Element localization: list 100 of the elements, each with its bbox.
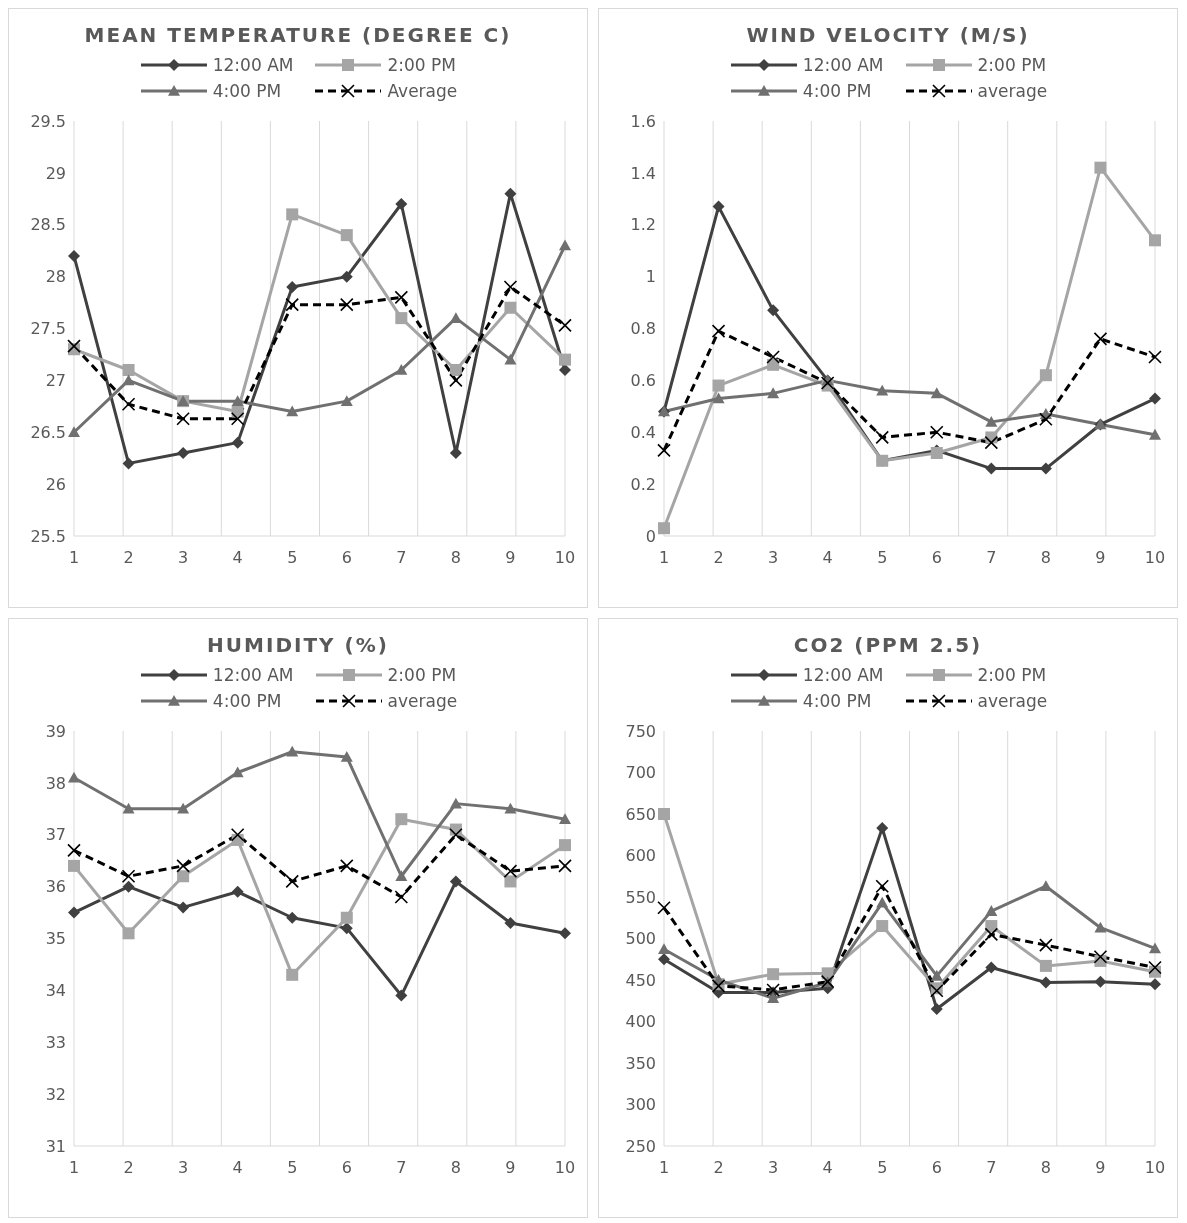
point xyxy=(67,843,81,858)
point xyxy=(449,827,463,842)
y-tick-label: 1.6 xyxy=(630,111,656,131)
point xyxy=(395,813,408,826)
point xyxy=(449,373,463,388)
point xyxy=(177,447,190,459)
point xyxy=(394,890,409,904)
point xyxy=(1093,332,1108,346)
chart-title: HUMIDITY (%) xyxy=(206,633,390,657)
x-tick-label: 6 xyxy=(341,1158,352,1178)
point xyxy=(1039,412,1053,427)
point xyxy=(285,874,300,889)
point xyxy=(122,364,135,376)
y-tick-label: 550 xyxy=(625,887,656,907)
legend-label: 2:00 PM xyxy=(977,665,1047,685)
y-tick-label: 750 xyxy=(625,721,656,741)
legend-label: average xyxy=(387,691,458,711)
y-tick-label: 0 xyxy=(645,526,656,546)
x-tick-label: 1 xyxy=(68,1158,80,1178)
y-tick-label: 26 xyxy=(45,474,66,494)
point xyxy=(558,318,572,333)
point xyxy=(658,808,670,820)
point xyxy=(658,943,670,955)
point xyxy=(1148,960,1162,975)
point xyxy=(122,802,135,814)
x-tick-label: 9 xyxy=(505,1158,516,1178)
point xyxy=(122,880,135,893)
y-tick-label: 1 xyxy=(645,267,656,287)
chart-title: CO2 (PPM 2.5) xyxy=(792,633,984,657)
point xyxy=(286,911,299,924)
x-tick-label: 3 xyxy=(768,548,779,568)
y-tick-label: 400 xyxy=(625,1012,656,1032)
x-tick-label: 7 xyxy=(986,548,997,568)
chart-title: MEAN TEMPERATURE (DEGREE C) xyxy=(83,23,513,47)
point xyxy=(286,208,299,221)
point xyxy=(930,1003,943,1016)
legend-label: 4:00 PM xyxy=(212,81,282,101)
point xyxy=(1149,942,1161,954)
chart-title: WIND VELOCITY (M/S) xyxy=(745,23,1031,47)
point xyxy=(122,457,135,470)
legend-label: 2:00 PM xyxy=(387,55,456,75)
y-tick-label: 500 xyxy=(625,929,656,949)
y-tick-label: 33 xyxy=(45,1032,66,1052)
point xyxy=(558,859,572,873)
point xyxy=(1093,949,1108,964)
point xyxy=(286,405,299,417)
y-tick-label: 32 xyxy=(45,1084,66,1104)
point xyxy=(230,411,245,426)
point xyxy=(395,364,408,375)
point xyxy=(984,435,999,450)
point xyxy=(503,280,518,294)
legend-label: average xyxy=(977,81,1048,101)
point xyxy=(449,875,462,888)
point xyxy=(449,364,462,376)
point xyxy=(1094,921,1107,933)
point xyxy=(395,870,408,882)
x-tick-label: 9 xyxy=(505,548,516,568)
y-tick-label: 650 xyxy=(625,804,656,824)
point xyxy=(711,324,726,338)
point xyxy=(929,425,944,440)
point xyxy=(559,364,571,376)
point xyxy=(657,900,671,915)
point xyxy=(286,745,299,757)
x-tick-label: 4 xyxy=(232,1158,243,1178)
y-tick-label: 27 xyxy=(45,371,66,391)
point xyxy=(340,750,353,762)
point xyxy=(658,522,670,535)
point xyxy=(340,395,353,406)
x-tick-label: 3 xyxy=(768,1158,779,1178)
point xyxy=(504,875,517,888)
point xyxy=(504,916,517,929)
x-tick-label: 2 xyxy=(123,1158,134,1178)
x-tick-label: 4 xyxy=(232,548,243,568)
x-tick-label: 10 xyxy=(1144,1158,1166,1178)
y-tick-label: 0.6 xyxy=(630,371,656,391)
point xyxy=(559,927,571,940)
legend-label: 12:00 AM xyxy=(802,55,884,75)
x-tick-label: 6 xyxy=(931,548,942,568)
point xyxy=(657,443,671,458)
point xyxy=(504,802,517,814)
x-tick-label: 8 xyxy=(450,548,461,568)
point xyxy=(876,920,889,933)
legend-label: 2:00 PM xyxy=(977,55,1047,75)
y-tick-label: 0.4 xyxy=(630,422,656,442)
point xyxy=(286,968,299,981)
x-tick-label: 2 xyxy=(713,1158,724,1178)
point xyxy=(121,869,136,884)
point xyxy=(177,802,190,814)
point xyxy=(1094,161,1107,174)
x-tick-label: 2 xyxy=(123,548,134,568)
y-tick-label: 350 xyxy=(625,1053,656,1073)
x-tick-label: 8 xyxy=(450,1158,461,1178)
point xyxy=(231,885,244,898)
point xyxy=(1149,428,1161,440)
point xyxy=(985,415,998,427)
x-tick-label: 1 xyxy=(658,1158,670,1178)
point xyxy=(68,859,80,872)
point xyxy=(177,870,190,883)
legend-label: 2:00 PM xyxy=(387,665,457,685)
point xyxy=(231,436,244,449)
